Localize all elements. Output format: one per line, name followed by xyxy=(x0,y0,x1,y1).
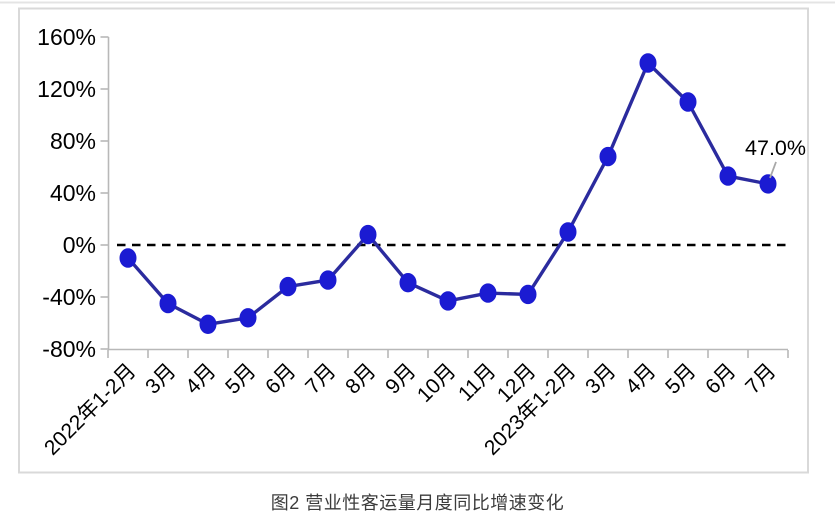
x-tick-label: 6月 xyxy=(261,359,300,398)
y-tick-label: -40% xyxy=(42,284,96,310)
data-point-marker xyxy=(399,273,417,293)
x-tick-label: 3月 xyxy=(581,359,620,398)
y-tick-label: 40% xyxy=(50,180,96,206)
y-tick-label: -80% xyxy=(42,336,96,362)
data-point-marker xyxy=(679,92,697,112)
x-tick-label: 3月 xyxy=(141,359,180,398)
y-tick-label: 160% xyxy=(37,24,96,50)
x-tick-label: 2022年1-2月 xyxy=(40,359,140,459)
y-tick-label: 120% xyxy=(37,76,96,102)
y-tick-label: 0% xyxy=(63,232,96,258)
x-tick-label: 5月 xyxy=(661,359,700,398)
figure-caption: 图2 营业性客运量月度同比增速变化 xyxy=(270,493,565,513)
x-tick-label: 10月 xyxy=(413,359,461,407)
annotation-label: 47.0% xyxy=(745,136,806,160)
x-tick-label: 7月 xyxy=(741,359,780,398)
data-point-marker xyxy=(159,293,177,314)
x-tick-label: 4月 xyxy=(621,359,660,398)
y-tick-label: 80% xyxy=(50,128,96,154)
data-point-marker xyxy=(279,276,297,297)
data-point-marker xyxy=(599,146,617,167)
data-point-marker xyxy=(479,283,497,303)
data-point-marker xyxy=(639,53,657,73)
data-point-marker xyxy=(239,308,257,328)
data-point-marker xyxy=(759,174,777,194)
data-point-marker xyxy=(519,284,537,305)
x-tick-label: 4月 xyxy=(181,359,220,398)
data-point-marker xyxy=(319,270,337,290)
series-line xyxy=(126,61,770,326)
x-tick-label: 6月 xyxy=(701,359,740,398)
data-point-marker xyxy=(719,166,737,186)
x-tick-label: 7月 xyxy=(301,359,340,398)
data-point-marker xyxy=(199,314,217,334)
x-tick-label: 5月 xyxy=(221,359,260,398)
data-point-marker xyxy=(559,222,577,242)
data-point-marker xyxy=(119,248,137,268)
plot-frame xyxy=(18,7,809,474)
annotation-leader-line xyxy=(769,161,777,179)
x-tick-label: 8月 xyxy=(341,359,380,398)
x-tick-label: 11月 xyxy=(454,359,501,406)
data-point-marker xyxy=(359,224,377,245)
data-point-marker xyxy=(439,291,457,311)
